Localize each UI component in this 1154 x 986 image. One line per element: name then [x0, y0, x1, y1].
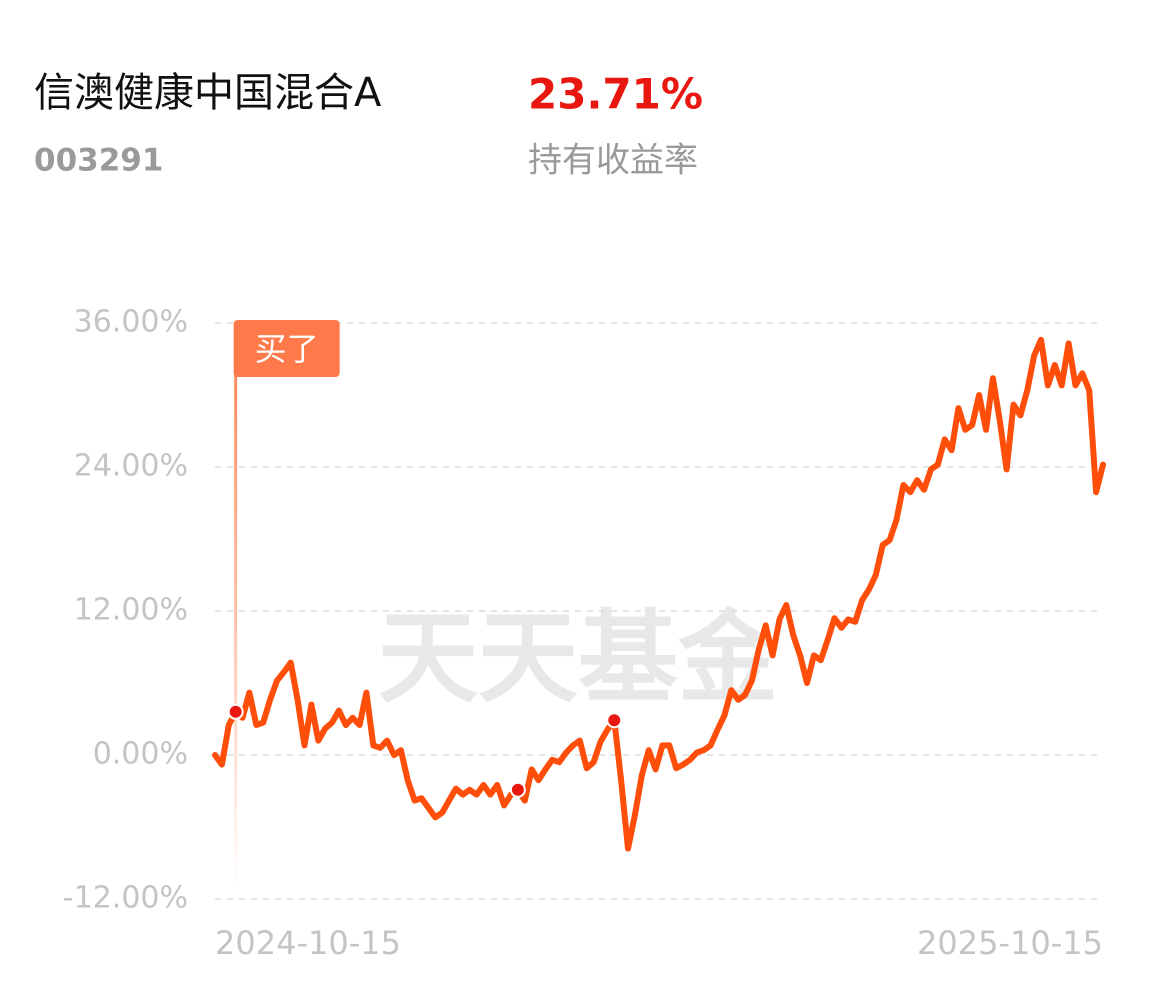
trade-dot	[606, 712, 623, 729]
fund-name: 信澳健康中国混合A	[34, 70, 382, 116]
fund-code: 003291	[34, 143, 163, 179]
return-value: 23.71%	[528, 70, 703, 119]
x-tick-label: 2025-10-15	[917, 924, 1103, 962]
trade-dot	[227, 703, 244, 720]
buy-tag-text: 买了	[255, 330, 319, 368]
plot: -12.00% 0.00% 12.00% 24.00% 36.00% 2024-10-15…	[63, 305, 1106, 962]
watermark: 天天基金	[378, 599, 779, 716]
return-label: 持有收益率	[528, 141, 698, 181]
y-tick-label: 24.00%	[74, 449, 188, 484]
y-tick-label: -12.00%	[63, 881, 188, 916]
trade-dot	[509, 781, 526, 798]
y-tick-label: 0.00%	[93, 737, 188, 772]
y-tick-label: 12.00%	[74, 593, 188, 628]
x-tick-label: 2024-10-15	[215, 924, 401, 962]
return-line	[212, 336, 1106, 852]
buy-line	[234, 370, 238, 890]
y-tick-label: 36.00%	[74, 305, 188, 340]
buy-tag	[233, 320, 340, 377]
